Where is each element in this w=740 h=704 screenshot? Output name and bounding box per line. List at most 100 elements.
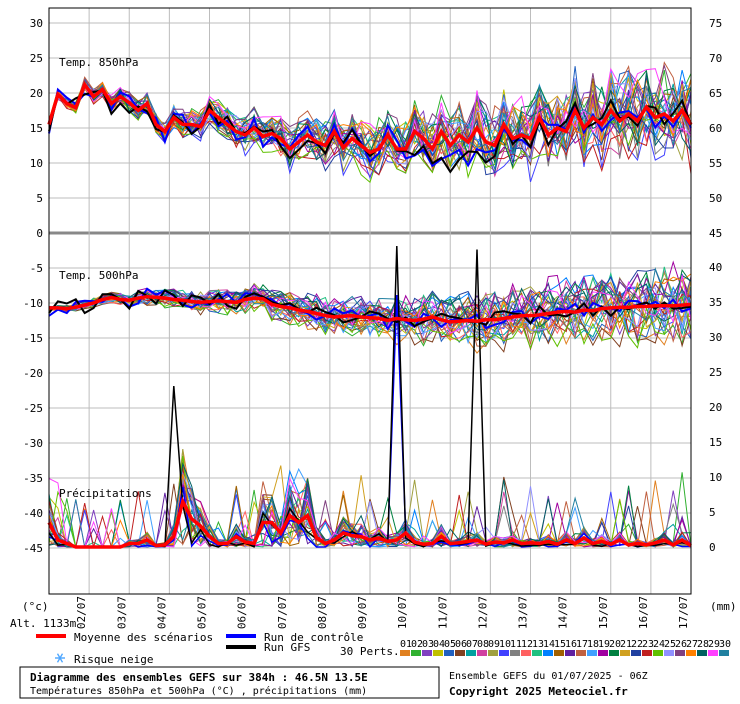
legend-gfs-label: Run GFS	[264, 641, 310, 654]
pert-legend-swatch	[587, 650, 597, 656]
pert-legend-swatch	[499, 650, 509, 656]
control-t500-line	[48, 287, 692, 331]
pert-legend-label: 29	[708, 639, 720, 650]
footer-copyright: Copyright 2025 Meteociel.fr	[449, 685, 628, 698]
legend-control-swatch	[226, 634, 256, 638]
x-tick-label: 17/07	[677, 596, 690, 629]
footer-run: Ensemble GEFS du 01/07/2025 - 06Z	[449, 671, 648, 682]
mean-precip-line	[47, 496, 692, 549]
pert-legend-label: 18	[587, 639, 599, 650]
right-tick-label-upper: 70	[709, 52, 722, 65]
legend-mean-label: Moyenne des scénarios	[74, 631, 213, 644]
snowflake-icon	[55, 653, 65, 663]
pert-legend-label: 14	[543, 639, 555, 650]
right-tick-label-lower: 15	[709, 436, 722, 449]
altitude-label: Alt. 1133m	[10, 617, 77, 630]
pert-legend-label: 03	[422, 639, 434, 650]
right-tick-label-lower: 30	[709, 331, 722, 344]
pert-legend-swatch	[521, 650, 531, 656]
pert-legend-swatch	[664, 650, 674, 656]
x-tick-label: 16/07	[637, 596, 650, 629]
panel-label-t850: Temp. 850hPa	[59, 56, 138, 69]
pert-legend-label: 30	[719, 639, 731, 650]
pert-legend-label: 27	[686, 639, 698, 650]
right-tick-label-lower: 35	[709, 296, 722, 309]
pert-legend-label: 10	[499, 639, 511, 650]
x-tick-label: 02/07	[75, 596, 88, 629]
footer-title: Diagramme des ensembles GEFS sur 384h : …	[30, 671, 368, 684]
pert-legend-label: 26	[675, 639, 687, 650]
pert-legend-swatch	[697, 650, 707, 656]
x-tick-label: 12/07	[476, 596, 489, 629]
pert-legend-swatch	[488, 650, 498, 656]
pert-legend-swatch	[543, 650, 553, 656]
pert-legend-swatch	[631, 650, 641, 656]
pert-legend-swatch	[532, 650, 542, 656]
pert-legend-label: 22	[631, 639, 643, 650]
right-tick-label-lower: 20	[709, 401, 722, 414]
gfs-t500-line	[48, 288, 692, 328]
footer-subtitle: Températures 850hPa et 500hPa (°C) , pré…	[30, 685, 367, 697]
right-tick-label-upper: 65	[709, 87, 722, 100]
pert-legend-label: 13	[532, 639, 544, 650]
footer-box	[19, 666, 440, 699]
x-tick-label: 04/07	[155, 596, 168, 629]
member-t850-line	[48, 85, 692, 184]
pert-legend-swatch	[455, 650, 465, 656]
pert-legend-label: 06	[455, 639, 467, 650]
pert-legend-swatch	[444, 650, 454, 656]
pert-legend-label: 23	[642, 639, 654, 650]
panel-label-precip: Précipitations	[59, 487, 152, 500]
pert-legend-swatch	[719, 650, 729, 656]
left-tick-label: -40	[23, 507, 43, 520]
control-t850-line	[48, 86, 692, 168]
pert-legend-label: 19	[598, 639, 610, 650]
pert-legend-swatch	[620, 650, 630, 656]
pert-legend-label: 24	[653, 639, 665, 650]
right-tick-label-lower: 25	[709, 366, 722, 379]
pert-legend-label: 28	[697, 639, 709, 650]
pert-legend-label: 05	[444, 639, 456, 650]
legend-perts-label: 30 Perts.	[340, 645, 400, 658]
right-unit: (mm)	[710, 600, 737, 613]
pert-legend-swatch	[642, 650, 652, 656]
left-unit: (°c)	[22, 600, 49, 613]
left-tick-label: 30	[30, 17, 43, 30]
x-tick-label: 11/07	[436, 596, 449, 629]
right-tick-label-upper: 75	[709, 17, 722, 30]
pert-legend-swatch	[653, 650, 663, 656]
x-tick-label: 14/07	[557, 596, 570, 629]
pert-legend-label: 12	[521, 639, 533, 650]
left-tick-label: -20	[23, 367, 43, 380]
x-tick-label: 10/07	[396, 596, 409, 629]
pert-legend-label: 09	[488, 639, 500, 650]
legend-gfs-swatch	[226, 645, 256, 649]
pert-legend-label: 04	[433, 639, 445, 650]
left-tick-label: -30	[23, 437, 43, 450]
right-tick-label-upper: 60	[709, 122, 722, 135]
x-tick-label: 07/07	[276, 596, 289, 629]
left-tick-label: 15	[30, 122, 43, 135]
right-tick-label-lower: 10	[709, 471, 722, 484]
right-tick-label-upper: 55	[709, 157, 722, 170]
left-tick-label: 0	[36, 227, 43, 240]
member-t850-line	[48, 78, 692, 169]
pert-legend-swatch	[708, 650, 718, 656]
x-tick-label: 09/07	[356, 596, 369, 629]
mean-t500-line	[49, 294, 692, 324]
pert-legend-label: 02	[411, 639, 423, 650]
pert-legend-swatch	[554, 650, 564, 656]
pert-legend-swatch	[609, 650, 619, 656]
pert-legend-swatch	[477, 650, 487, 656]
legend-control-label: Run de contrôle	[264, 631, 363, 644]
pert-legend-label: 08	[477, 639, 489, 650]
pert-legend-label: 01	[400, 639, 412, 650]
legend: Moyenne des scénarios Run de contrôle Ru…	[36, 631, 731, 666]
x-tick-label: 15/07	[597, 596, 610, 629]
pert-legend-swatch	[422, 650, 432, 656]
x-tick-label: 03/07	[115, 596, 128, 629]
x-tick-label: 13/07	[517, 596, 530, 629]
pert-legend-label: 20	[609, 639, 621, 650]
